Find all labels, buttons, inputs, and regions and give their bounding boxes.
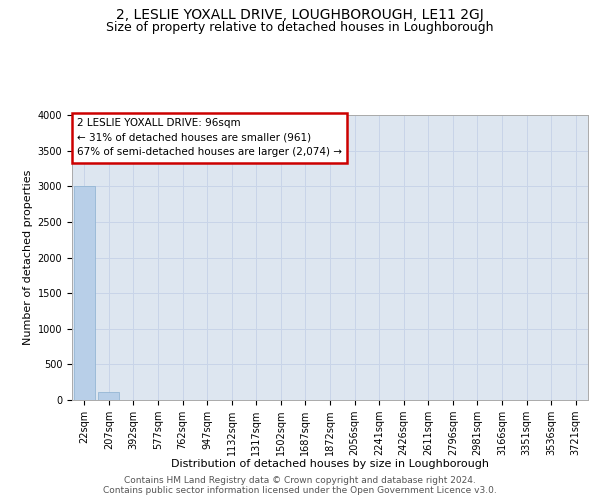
Text: 2, LESLIE YOXALL DRIVE, LOUGHBOROUGH, LE11 2GJ: 2, LESLIE YOXALL DRIVE, LOUGHBOROUGH, LE… (116, 8, 484, 22)
Text: Contains HM Land Registry data © Crown copyright and database right 2024.
Contai: Contains HM Land Registry data © Crown c… (103, 476, 497, 495)
Bar (74, 186, 95, 400)
Y-axis label: Number of detached properties: Number of detached properties (23, 170, 34, 345)
Text: 2 LESLIE YOXALL DRIVE: 96sqm
← 31% of detached houses are smaller (961)
67% of s: 2 LESLIE YOXALL DRIVE: 96sqm ← 31% of de… (77, 118, 342, 158)
Bar (98, 392, 119, 400)
Text: Size of property relative to detached houses in Loughborough: Size of property relative to detached ho… (106, 21, 494, 34)
X-axis label: Distribution of detached houses by size in Loughborough: Distribution of detached houses by size … (171, 460, 489, 469)
